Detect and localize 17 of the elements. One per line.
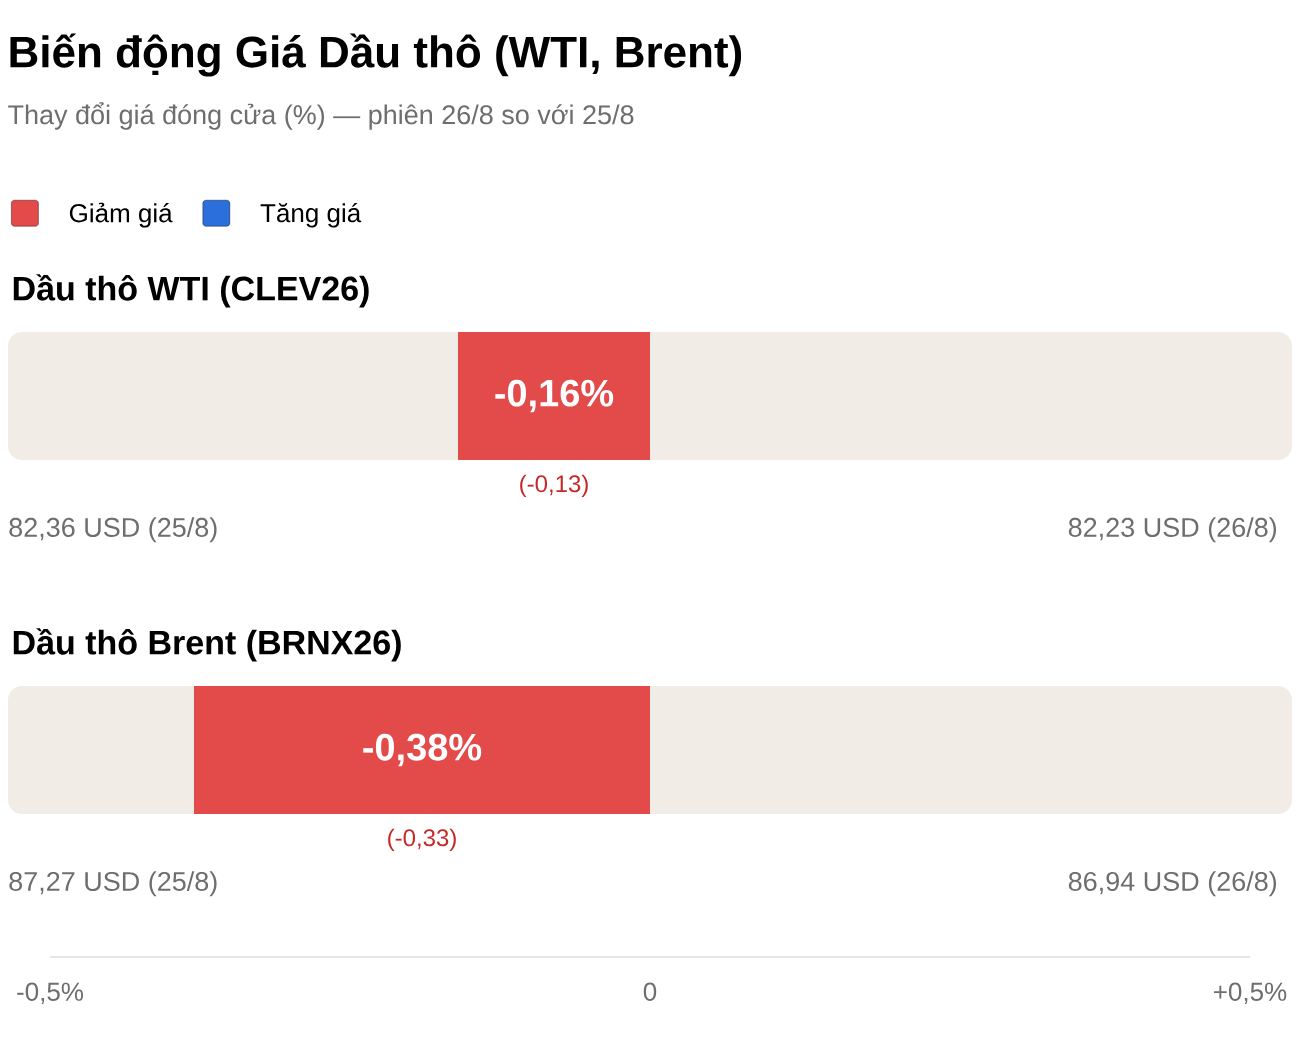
x-tick-label: 0 [643,982,657,1001]
chart-subtitle: Thay đổi giá đóng cửa (%) — phiên 26/8 so với 25/8 [8,102,634,130]
annotation: 82,23 USD (26/8) [1068,517,1277,543]
text: 86,94 USD (26/8) [1068,871,1277,897]
text: (-0,33) [388,828,456,852]
legend-label: Giảm giá [69,202,173,228]
y-tick-label: Dầu thô WTI (CLEV26) [13,274,369,308]
x-tick-label: +0,5% [1214,982,1287,1005]
annotation: 82,36 USD (25/8) [9,517,217,543]
text: 87,27 USD (25/8) [9,871,217,897]
data-label: -0,38% [363,733,482,767]
annotation: (-0,13) [520,474,588,498]
chart-title: Biến động Giá Dầu thô (WTI, Brent) [10,33,742,77]
data-label: -0,16% [495,379,614,413]
x-tick-label: -0,5% [17,982,84,1005]
y-tick-label: Dầu thô Brent (BRNX26) [13,628,401,662]
legend-label: Tăng giá [260,202,362,228]
